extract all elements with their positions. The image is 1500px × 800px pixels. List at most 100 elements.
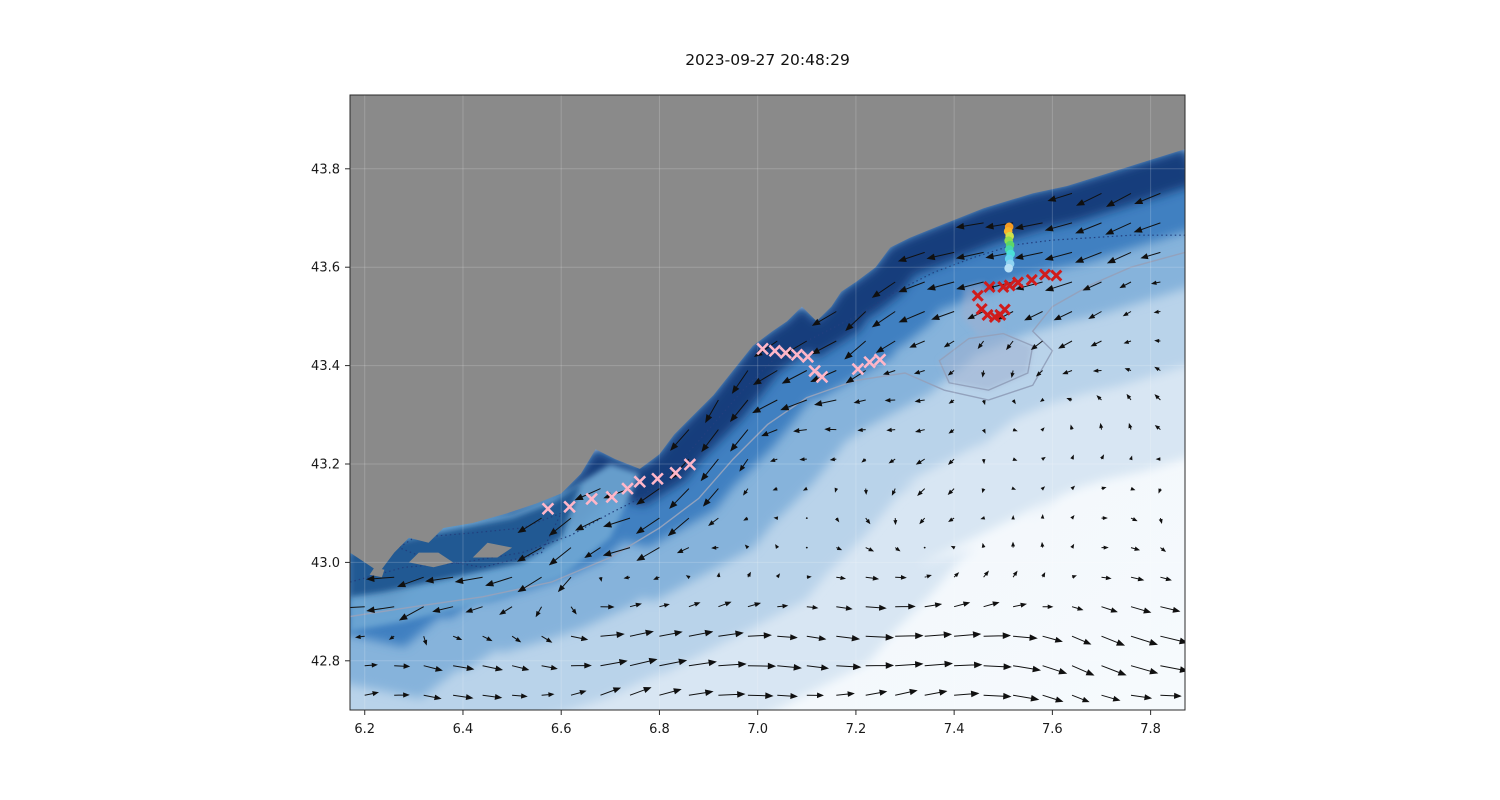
red-x-marker (1025, 273, 1038, 287)
current-arrow (1012, 427, 1018, 432)
isobath-outer-loop (938, 332, 1034, 391)
current-arrow (865, 575, 880, 581)
current-arrow (1101, 635, 1126, 646)
y-tick-label: 43.2 (311, 458, 340, 473)
current-arrow (1071, 635, 1092, 645)
axis-ticks: 6.2 6.4 6.6 6.8 7.0 7.2 7.4 7.6 7.8 42.8 43.0 43.2 4… (311, 162, 1161, 737)
current-arrow (1130, 517, 1138, 522)
current-arrow (747, 632, 772, 639)
current-arrow (1040, 486, 1046, 491)
pink-x-marker (779, 346, 792, 360)
island (369, 567, 385, 578)
current-arrow (894, 546, 901, 552)
current-arrow (1071, 575, 1077, 579)
current-arrow (836, 663, 862, 671)
current-arrow (688, 602, 701, 608)
current-arrow (948, 428, 955, 434)
current-arrow (953, 601, 971, 608)
current-arrow (711, 545, 719, 550)
current-arrow (806, 575, 812, 579)
current-arrow (1106, 251, 1132, 264)
current-arrow (780, 399, 807, 411)
island (408, 552, 454, 568)
current-arrow (947, 370, 955, 376)
current-arrow (422, 636, 428, 646)
current-arrow (1066, 397, 1073, 402)
current-arrow (811, 311, 837, 326)
current-arrow (669, 488, 690, 509)
current-arrow (667, 517, 690, 537)
pink-x-marker (815, 370, 829, 384)
current-arrow (1024, 311, 1043, 321)
x-tick-label: 6.6 (551, 722, 572, 737)
current-arrow (950, 545, 956, 550)
current-arrow (702, 488, 719, 507)
pink-x-marker (585, 492, 598, 506)
current-arrow (1160, 606, 1181, 613)
current-arrow (744, 544, 750, 550)
y-tick-label: 43.6 (311, 261, 340, 276)
current-arrow (1122, 311, 1132, 317)
red-x-marker (1011, 276, 1025, 289)
current-arrow (1101, 516, 1108, 521)
current-arrow (888, 458, 896, 464)
current-arrow (557, 576, 572, 593)
current-arrow (1158, 488, 1162, 494)
pink-x-marker (863, 355, 876, 369)
current-arrow (708, 517, 719, 526)
current-arrow (541, 635, 553, 643)
current-arrow (1130, 694, 1153, 701)
current-arrow (600, 658, 628, 667)
current-arrow (397, 576, 424, 588)
current-arrow (1140, 251, 1161, 260)
y-tick-label: 43.8 (311, 162, 340, 177)
current-arrow (600, 687, 622, 696)
current-arrow (718, 691, 746, 698)
current-arrow (731, 370, 749, 394)
current-arrow (600, 631, 625, 638)
current-arrow (1042, 604, 1054, 610)
current-arrow (752, 399, 778, 414)
current-arrow (1013, 694, 1040, 702)
current-arrow (629, 686, 652, 696)
current-arrow (898, 281, 925, 293)
y-tick-label: 42.8 (311, 654, 340, 669)
current-arrow (1006, 340, 1014, 351)
current-arrow (688, 659, 717, 667)
pink-x-marker (851, 362, 865, 376)
current-arrow (924, 602, 943, 608)
current-arrow (570, 690, 587, 696)
current-arrow (1160, 692, 1182, 699)
current-arrow (884, 398, 896, 403)
current-arrow (1101, 486, 1107, 491)
current-arrow (705, 399, 719, 424)
pink-x-marker (605, 490, 619, 504)
current-arrow (718, 661, 747, 668)
island (472, 542, 513, 558)
pink-x-marker (621, 482, 634, 495)
current-arrow (659, 630, 683, 637)
current-arrow (535, 606, 543, 618)
current-arrow (897, 251, 925, 262)
current-arrow (659, 603, 670, 608)
current-arrow (747, 692, 774, 700)
current-arrow (1128, 422, 1133, 430)
current-arrow (1075, 251, 1102, 263)
current-arrow (953, 572, 960, 578)
current-arrow (1090, 340, 1102, 347)
current-arrow (1154, 394, 1161, 401)
current-arrow (1153, 309, 1161, 314)
current-arrow (482, 635, 493, 642)
land-layer (350, 95, 1185, 578)
current-arrow (805, 546, 808, 549)
current-arrow (981, 428, 986, 434)
current-arrow (1070, 514, 1075, 520)
current-arrow (739, 458, 749, 472)
current-arrow (752, 370, 778, 385)
pink-x-marker (651, 472, 664, 486)
current-arrow (517, 576, 542, 593)
current-arrow (676, 547, 690, 554)
current-arrow (743, 488, 749, 496)
current-arrow (452, 635, 463, 641)
x-tick-label: 7.2 (846, 722, 867, 737)
